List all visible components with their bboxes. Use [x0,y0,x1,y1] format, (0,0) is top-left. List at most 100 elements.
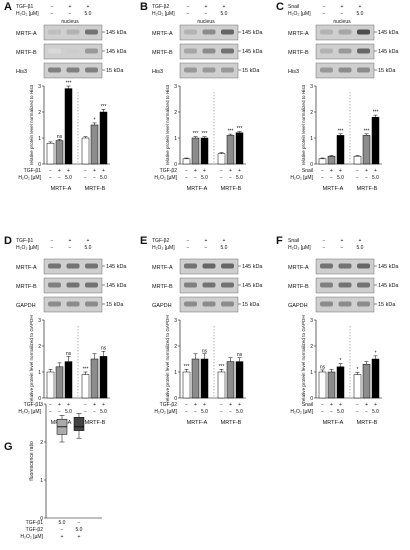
y-tick-label: 3 [174,318,177,324]
significance-label: *** [228,129,234,135]
treatment-mark: − [51,245,54,251]
bar [99,356,108,399]
blot-label: MRTF-A [152,31,173,37]
treatment-mark: + [205,4,208,10]
bottom-treatment-mark: − [365,409,368,415]
bottom-treatment-mark: − [321,168,324,174]
blot-band [66,282,80,288]
y-tick-label: 0 [310,162,313,168]
bottom-treatment-mark: 5.0 [201,409,208,415]
blot-band [338,263,352,269]
treatment-mark: − [187,11,190,17]
bottom-treatment-mark: − [220,175,223,181]
y-tick-label: 3 [40,402,43,408]
bar [81,374,90,399]
bar [55,140,64,165]
bottom-treatment-mark: − [229,409,232,415]
y-tick-label: 2 [310,344,313,350]
bottom-treatment-mark: 5.0 [236,409,243,415]
bar [90,124,99,165]
significance-label: * [375,350,377,356]
treatment-label: TGF-β1 [16,4,34,10]
blot-band [184,301,197,307]
bar [200,137,209,165]
bottom-treatment-label: TGF-β2 [160,168,178,174]
treatment-mark: + [359,238,362,244]
blot-band [48,301,61,307]
y-tick-label: 0 [40,516,43,522]
significance-label: *** [219,364,225,370]
blot-label: MRTF-A [288,31,309,37]
bottom-treatment-mark: + [365,168,368,174]
y-tick-label: 3 [38,318,41,324]
treatment-label: TGF-β2 [152,238,170,244]
bar [46,371,55,399]
bottom-treatment-mark: − [356,409,359,415]
bottom-treatment-label: TGF-β2 [160,402,178,408]
bar [90,358,99,399]
treatment-mark: 5.0 [85,11,92,17]
marker-label: 145 kDa [242,283,263,289]
bottom-treatment-label: H₂O₂ [µM] [290,409,313,415]
marker-label: 145 kDa [378,264,399,270]
significance-label: *** [193,131,199,137]
y-tick-label: 1 [310,136,313,142]
treatment-label: H₂O₂ [µM] [288,11,311,17]
bottom-treatment-mark: − [220,402,223,408]
y-tick-label: 1 [310,370,313,376]
bar [191,137,200,165]
bottom-treatment-mark: + [58,402,61,408]
blot-band [357,29,370,35]
significance-label: *** [202,131,208,137]
blot-band [202,301,216,307]
bottom-treatment-label: H₂O₂ [µM] [290,175,313,181]
marker-label: 15 kDa [106,302,124,308]
blot-band [184,263,197,269]
bottom-treatment-mark: − [49,409,52,415]
blot-label: MRTF-B [288,50,309,56]
bottom-treatment-mark: − [365,175,368,181]
treatment-mark: + [223,238,226,244]
blot-band [85,282,98,288]
bar [235,132,244,165]
bottom-treatment-mark: − [194,175,197,181]
blot-band [221,263,234,269]
y-tick-label: 0 [310,396,313,402]
blot-label: His3 [288,69,299,75]
bottom-treatment-mark: + [194,402,197,408]
blot-band [338,282,352,288]
significance-label: *** [83,367,89,373]
bar [327,371,336,399]
blot-label: MRTF-A [288,265,309,271]
blot-band [320,67,333,73]
treatment-label: H₂O₂ [µM] [152,245,175,251]
blot-band [357,48,370,54]
blot-band [338,29,352,35]
treatment-mark: − [323,238,326,244]
blot-band [221,67,234,73]
bottom-treatment-mark: + [229,402,232,408]
treatment-mark: 5.0 [221,11,228,17]
treatment-label: TGF-β2 [152,4,170,10]
y-tick-label: 2 [310,110,313,116]
bottom-treatment-mark: 5.0 [100,409,107,415]
y-tick-label: 1 [38,136,41,142]
bottom-treatment-mark: + [374,168,377,174]
blot-label: MRTF-B [16,284,37,290]
marker-label: 15 kDa [378,68,396,74]
fraction-label: nucleus [333,19,351,25]
blot-label: MRTF-B [16,50,37,56]
bottom-treatment-mark: + [58,168,61,174]
treatment-mark: − [323,4,326,10]
treatment-mark: + [341,4,344,10]
treatment-mark: 5.0 [85,245,92,251]
bottom-treatment-label: TGF-β1 [24,168,42,174]
bottom-treatment-mark: − [356,175,359,181]
bottom-treatment-mark: − [58,175,61,181]
bar [353,155,362,165]
significance-label: ns [57,134,63,140]
bottom-treatment-label: TGF-β2 [26,527,44,533]
blot-band [221,29,234,35]
